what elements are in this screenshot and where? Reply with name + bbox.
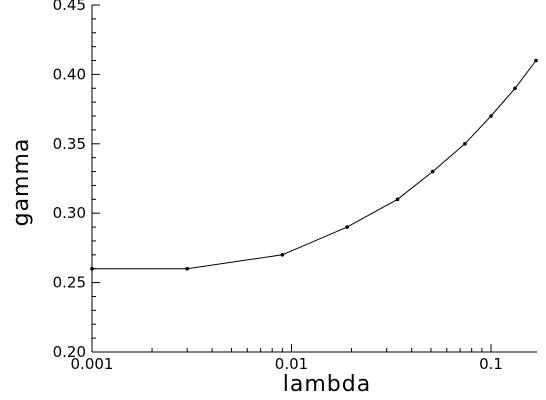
data-point [281,253,285,257]
axes [92,5,537,352]
x-tick-label: 0.01 [275,355,308,373]
y-tick-label: 0.25 [53,274,86,292]
tick-labels: 0.200.250.300.350.400.450.001 0.01 0.1 [53,0,503,373]
y-tick-label: 0.35 [53,135,86,153]
ticks [92,5,491,352]
y-tick-label: 0.45 [53,0,86,14]
series-layer [90,59,538,271]
y-axis-title: gamma [9,138,34,227]
data-point [463,142,467,146]
data-point [345,225,349,229]
data-point [396,198,400,202]
x-tick-label: 0.1 [479,355,503,373]
data-point [513,86,517,90]
data-point [489,114,493,118]
series-line [92,61,536,269]
y-tick-label: 0.30 [53,204,86,222]
data-point [534,59,538,63]
y-tick-label: 0.40 [53,65,86,83]
x-axis-title: lambda [283,372,371,397]
data-point [431,170,435,174]
x-tick-label: 0.001 [71,355,114,373]
data-point [90,267,94,271]
data-point [185,267,189,271]
